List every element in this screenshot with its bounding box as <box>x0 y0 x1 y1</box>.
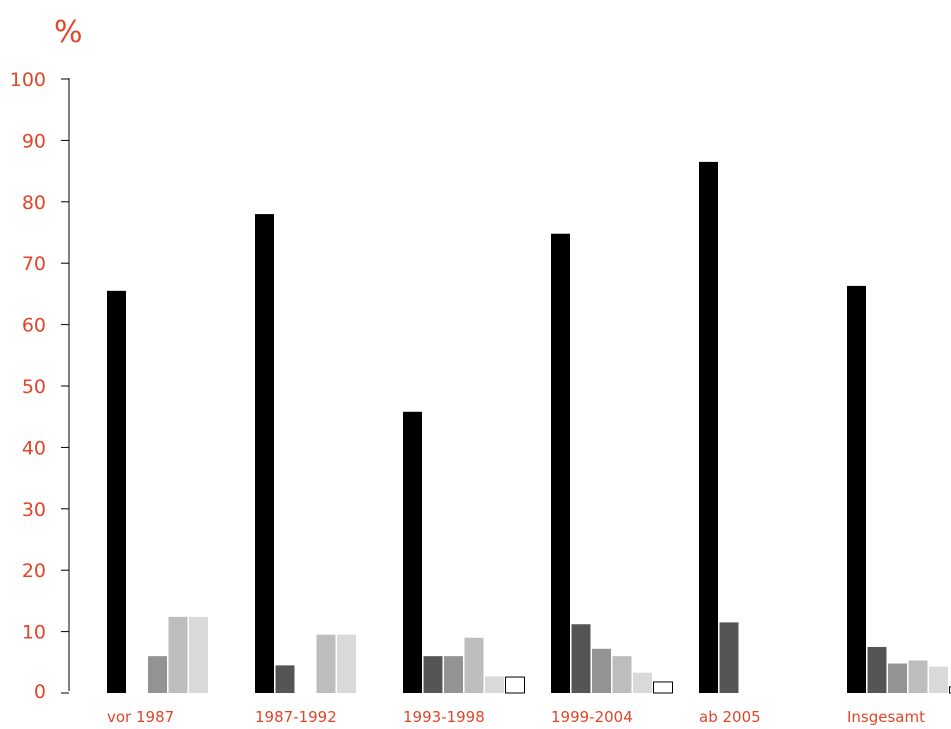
x-category-label: 1993-1998 <box>403 708 485 726</box>
bar-4-1 <box>719 622 739 693</box>
x-category-label: 1999-2004 <box>551 708 633 726</box>
bar-1-4 <box>337 634 356 693</box>
bar-3-5 <box>653 681 673 694</box>
y-unit-label: % <box>54 15 83 50</box>
y-tick-label: 0 <box>34 681 46 703</box>
y-tick-label: 60 <box>22 315 46 337</box>
x-category-label: vor 1987 <box>107 708 174 726</box>
bars <box>107 161 951 694</box>
bar-5-5 <box>949 686 951 694</box>
y-tick-label: 90 <box>22 130 46 152</box>
bar-4-0 <box>699 161 718 693</box>
bar-5-4 <box>929 666 948 693</box>
bar-3-3 <box>612 656 632 693</box>
bar-1-1 <box>275 665 295 693</box>
bar-3-1 <box>571 624 591 693</box>
bar-2-3 <box>464 637 484 693</box>
y-tick-label: 100 <box>10 69 46 91</box>
bar-2-0 <box>403 411 422 693</box>
bar-3-2 <box>592 648 611 693</box>
bar-0-2 <box>148 656 167 693</box>
y-tick-label: 30 <box>22 499 46 521</box>
bar-5-3 <box>908 660 928 693</box>
bar-5-2 <box>888 663 907 693</box>
bar-0-3 <box>168 616 188 693</box>
y-tick-label: 80 <box>22 192 46 214</box>
y-tick-label: 40 <box>22 437 46 459</box>
y-tick-label: 50 <box>22 376 46 398</box>
bar-0-4 <box>189 616 208 693</box>
bar-0-0 <box>107 290 126 693</box>
bar-5-1 <box>867 646 887 693</box>
y-tick-label: 70 <box>22 253 46 275</box>
y-tick-label: 10 <box>22 622 46 644</box>
x-category-label: Insgesamt <box>847 708 925 726</box>
bar-3-4 <box>633 672 652 693</box>
bar-2-5 <box>505 676 525 694</box>
bar-5-0 <box>847 285 866 693</box>
x-category-label: 1987-1992 <box>255 708 337 726</box>
y-tick-label: 20 <box>22 560 46 582</box>
bar-1-0 <box>255 214 274 693</box>
bar-2-1 <box>423 656 443 693</box>
y-axis-ticks: 0 10 20 30 40 50 60 70 80 90 100 <box>10 69 69 703</box>
bar-2-2 <box>444 656 463 693</box>
bar-2-4 <box>485 676 504 693</box>
bar-1-3 <box>316 634 336 693</box>
x-axis-categories: vor 1987 1987-1992 1993-1998 1999-2004 ab 20… <box>107 708 925 726</box>
x-category-label: ab 2005 <box>699 708 761 726</box>
bar-3-0 <box>551 233 570 693</box>
